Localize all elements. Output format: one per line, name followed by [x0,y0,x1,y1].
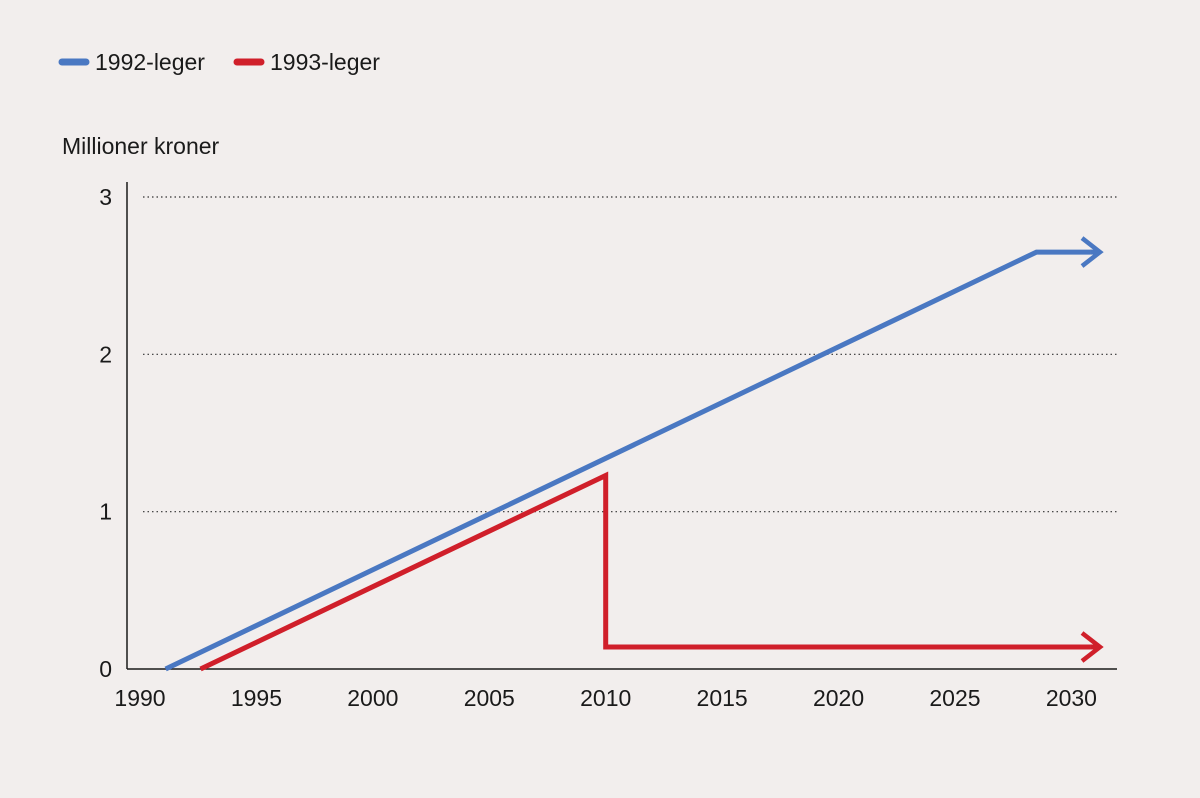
y-tick-label: 3 [99,184,112,210]
y-tick-label: 2 [99,341,112,367]
series-arrowhead [1080,631,1104,663]
y-tick-labels: 0 1 2 3 [99,184,112,682]
series-line [199,471,1091,672]
gridlines [143,196,1117,513]
series-line [164,249,1091,672]
x-tick-label: 2005 [464,685,515,711]
x-tick-labels: 1990 1995 2000 2005 2010 2015 2020 2025 2030 [114,685,1097,711]
x-tick-label: 2000 [347,685,398,711]
x-tick-label: 2010 [580,685,631,711]
x-tick-label: 2020 [813,685,864,711]
x-tick-label: 1995 [231,685,282,711]
x-tick-label: 2015 [697,685,748,711]
y-tick-label: 0 [99,656,112,682]
series-lines [164,236,1104,672]
legend-item-1993: 1993-leger [233,49,380,75]
x-tick-label: 1990 [114,685,165,711]
x-tick-label: 2025 [929,685,980,711]
legend-item-1992: 1992-leger [58,49,205,75]
legend: 1992-leger 1993-leger [58,49,380,75]
y-axis-label: Millioner kroner [62,133,220,159]
x-tick-label: 2030 [1046,685,1097,711]
legend-label: 1992-leger [95,49,205,75]
legend-label: 1993-leger [270,49,380,75]
y-tick-label: 1 [99,499,112,525]
series-arrowhead [1080,236,1104,268]
